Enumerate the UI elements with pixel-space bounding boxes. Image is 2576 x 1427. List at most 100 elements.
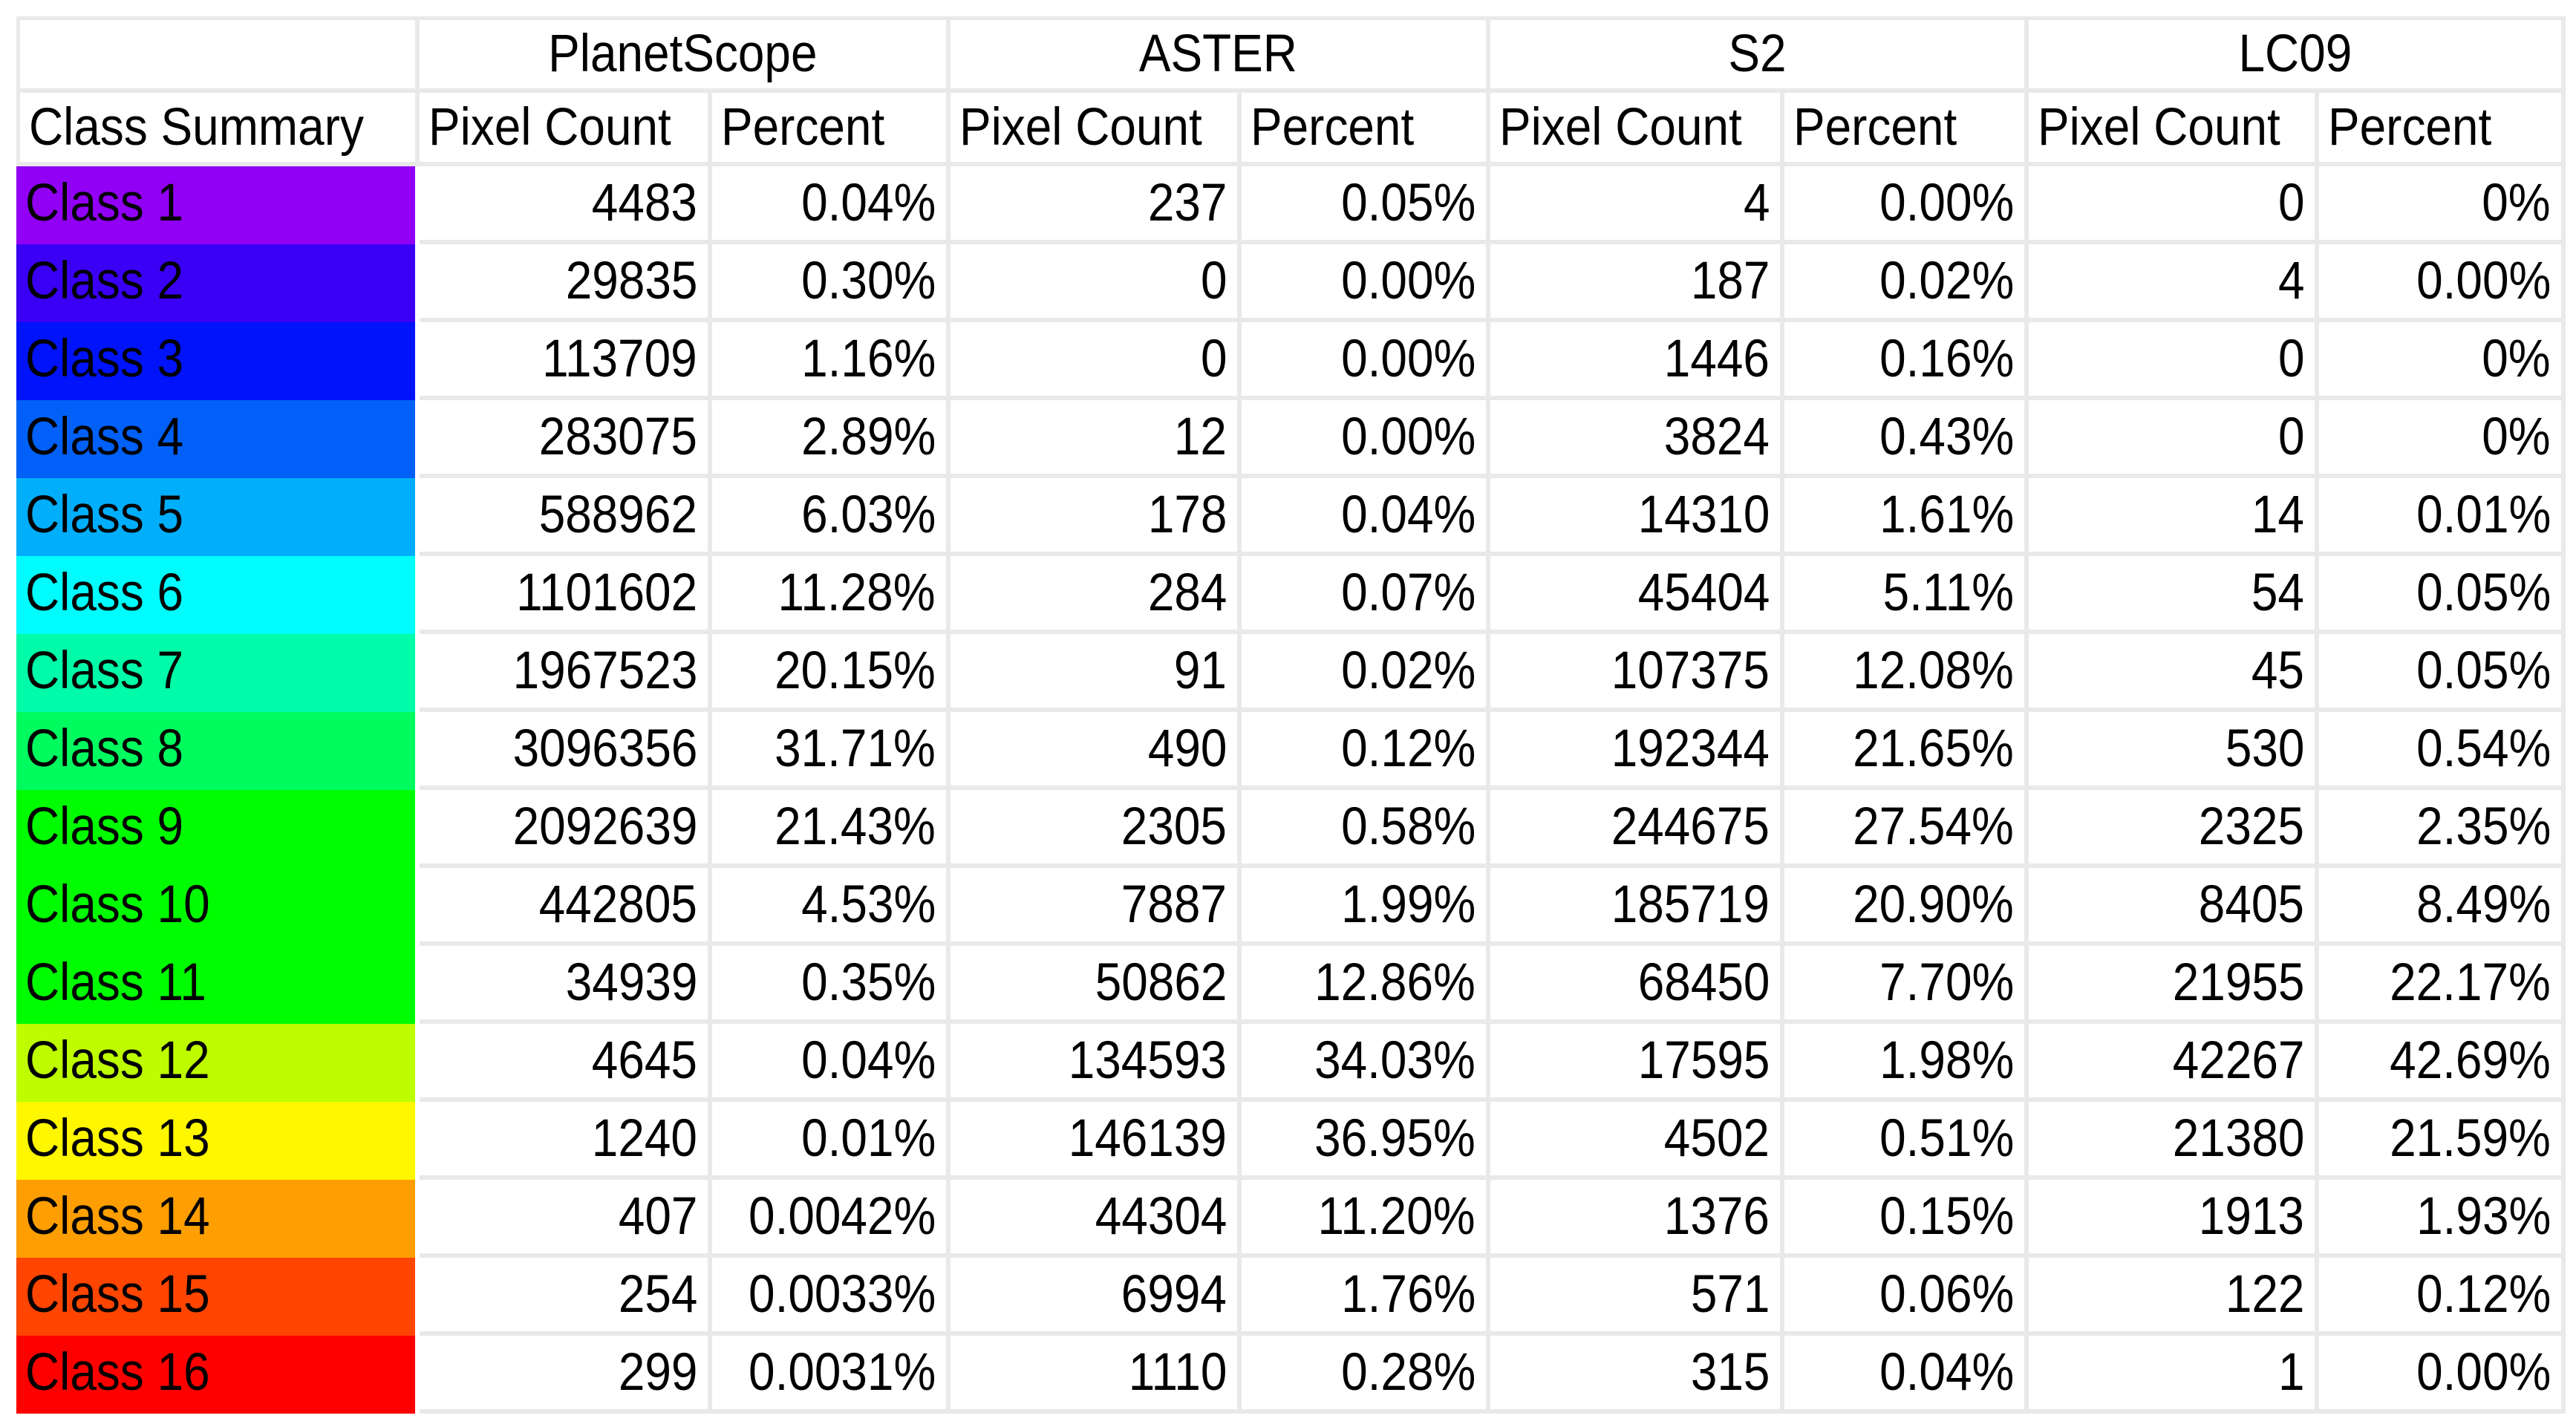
table-cell: 6.03%: [712, 478, 946, 552]
table-cell: 27.54%: [1784, 790, 2024, 863]
class-label: Class 2: [16, 244, 415, 322]
table-cell: 12: [950, 400, 1237, 474]
table-cell: 0.01%: [2319, 478, 2561, 552]
class-label: Class 4: [16, 400, 415, 478]
table-cell: 0.12%: [2319, 1258, 2561, 1331]
group-header-label: ASTER: [1138, 25, 1298, 83]
table-cell: 21.43%: [712, 790, 946, 863]
column-header-percent: Percent: [1242, 93, 1486, 162]
table-cell: 8.49%: [2319, 868, 2561, 941]
table-cell: 12.86%: [1242, 946, 1486, 1019]
table-cell: 0.0031%: [712, 1336, 946, 1409]
table-cell: 407: [420, 1180, 708, 1253]
table-cell: 0.0033%: [712, 1258, 946, 1331]
table-cell: 0.06%: [1784, 1258, 2024, 1331]
table-cell: 21.65%: [1784, 712, 2024, 786]
table-cell: 4483: [420, 166, 708, 240]
table-cell: 2305: [950, 790, 1237, 863]
class-label: Class 8: [16, 712, 415, 790]
table-cell: 0.30%: [712, 244, 946, 318]
class-label: Class 9: [16, 790, 415, 868]
table-cell: 0: [950, 244, 1237, 318]
group-header-label: LC09: [2238, 25, 2352, 83]
table-cell: 21.59%: [2319, 1102, 2561, 1175]
table-cell: 31.71%: [712, 712, 946, 786]
table-cell: 91: [950, 634, 1237, 708]
table-cell: 68450: [1490, 946, 1780, 1019]
table-cell: 22.17%: [2319, 946, 2561, 1019]
table-cell: 42.69%: [2319, 1024, 2561, 1097]
table-cell: 0.05%: [2319, 634, 2561, 708]
table-cell: 113709: [420, 322, 708, 396]
table-cell: 4: [1490, 166, 1780, 240]
table-cell: 146139: [950, 1102, 1237, 1175]
table-cell: 17595: [1490, 1024, 1780, 1097]
table-cell: 0.51%: [1784, 1102, 2024, 1175]
table-cell: 2.89%: [712, 400, 946, 474]
table-cell: 244675: [1490, 790, 1780, 863]
class-label: Class 13: [16, 1102, 415, 1180]
table-cell: 0.01%: [712, 1102, 946, 1175]
table-cell: 1.76%: [1242, 1258, 1486, 1331]
group-header-lc09: LC09: [2029, 20, 2561, 88]
table-cell: 0.04%: [1242, 478, 1486, 552]
table-cell: 29835: [420, 244, 708, 318]
table-cell: 0.28%: [1242, 1336, 1486, 1409]
table-cell: 1: [2029, 1336, 2315, 1409]
table-cell: 45404: [1490, 556, 1780, 630]
table-cell: 0.35%: [712, 946, 946, 1019]
table-cell: 1.93%: [2319, 1180, 2561, 1253]
table-cell: 0.0042%: [712, 1180, 946, 1253]
table-cell: 3096356: [420, 712, 708, 786]
table-cell: 12.08%: [1784, 634, 2024, 708]
table-cell: 0.00%: [1242, 244, 1486, 318]
table-cell: 3824: [1490, 400, 1780, 474]
table-cell: 0.00%: [2319, 1336, 2561, 1409]
table-cell: 530: [2029, 712, 2315, 786]
table-cell: 0.07%: [1242, 556, 1486, 630]
table-cell: 4: [2029, 244, 2315, 318]
table-cell: 178: [950, 478, 1237, 552]
class-label: Class 14: [16, 1180, 415, 1258]
table-cell: 0.12%: [1242, 712, 1486, 786]
table-cell: 5.11%: [1784, 556, 2024, 630]
table-cell: 0.16%: [1784, 322, 2024, 396]
table-cell: 0.04%: [712, 1024, 946, 1097]
table-cell: 1376: [1490, 1180, 1780, 1253]
table-cell: 299: [420, 1336, 708, 1409]
table-cell: 490: [950, 712, 1237, 786]
class-summary-table: PlanetScope ASTER S2 LC09 Class Summary …: [16, 16, 2566, 1414]
table-cell: 134593: [950, 1024, 1237, 1097]
table-cell: 0%: [2319, 400, 2561, 474]
column-header-percent: Percent: [1784, 93, 2024, 162]
table-cell: 2.35%: [2319, 790, 2561, 863]
table-cell: 1110: [950, 1336, 1237, 1409]
table-cell: 1967523: [420, 634, 708, 708]
table-cell: 7887: [950, 868, 1237, 941]
table-cell: 237: [950, 166, 1237, 240]
class-label: Class 3: [16, 322, 415, 400]
table-cell: 1240: [420, 1102, 708, 1175]
table-cell: 107375: [1490, 634, 1780, 708]
corner-cell: [20, 20, 415, 88]
table-cell: 1446: [1490, 322, 1780, 396]
group-header-s2: S2: [1490, 20, 2024, 88]
table-cell: 254: [420, 1258, 708, 1331]
table-cell: 1913: [2029, 1180, 2315, 1253]
table-cell: 21380: [2029, 1102, 2315, 1175]
table-cell: 0.05%: [2319, 556, 2561, 630]
table-cell: 42267: [2029, 1024, 2315, 1097]
table-cell: 588962: [420, 478, 708, 552]
table-cell: 1.61%: [1784, 478, 2024, 552]
group-header-planetscope: PlanetScope: [420, 20, 946, 88]
table-cell: 0: [2029, 400, 2315, 474]
table-cell: 0.02%: [1784, 244, 2024, 318]
column-header-class-summary: Class Summary: [20, 93, 415, 162]
table-cell: 7.70%: [1784, 946, 2024, 1019]
table-cell: 185719: [1490, 868, 1780, 941]
table-cell: 20.15%: [712, 634, 946, 708]
table-cell: 0.54%: [2319, 712, 2561, 786]
table-cell: 0.02%: [1242, 634, 1486, 708]
table-cell: 0: [2029, 166, 2315, 240]
table-cell: 0%: [2319, 166, 2561, 240]
